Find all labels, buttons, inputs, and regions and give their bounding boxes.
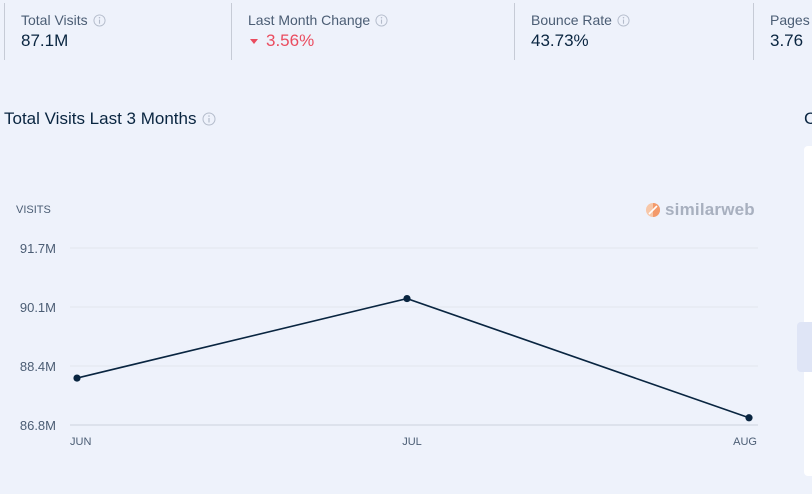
metric-value-row: 3.56% <box>248 31 515 51</box>
metric-value: 3.76 <box>770 31 804 50</box>
metric-value: 3.56% <box>266 31 315 50</box>
series-line <box>76 297 750 419</box>
metric-label: Total Visits <box>21 12 88 28</box>
section-title-row: Total Visits Last 3 Months <box>4 109 216 129</box>
metric-value: 87.1M <box>21 31 69 50</box>
metric-value: 43.73% <box>531 31 589 50</box>
data-point[interactable] <box>403 294 411 303</box>
y-tick-label: 91.7M <box>20 241 56 256</box>
info-icon[interactable] <box>93 13 106 27</box>
y-tick-label: 90.1M <box>20 300 56 315</box>
right-panel-card <box>804 146 812 476</box>
y-tick-label: 88.4M <box>20 359 56 374</box>
caret-down-icon <box>250 39 258 44</box>
metric-last-month-change: Last Month Change 3.56% <box>231 3 515 60</box>
info-icon[interactable] <box>202 112 216 126</box>
brand-watermark: similarweb <box>645 200 755 220</box>
metric-label: Bounce Rate <box>531 12 612 28</box>
data-point[interactable] <box>73 374 81 382</box>
info-icon[interactable] <box>617 13 630 27</box>
metric-label: Last Month Change <box>248 12 371 28</box>
metric-pages: Pages 3.76 <box>753 3 812 60</box>
right-panel-title: C <box>804 109 812 128</box>
info-icon[interactable] <box>375 13 388 27</box>
metric-label: Pages <box>770 12 810 28</box>
x-tick-label: JUN <box>70 436 91 448</box>
x-tick-label: AUG <box>733 436 757 448</box>
y-tick-label: 86.8M <box>20 418 56 433</box>
right-panel-tab[interactable] <box>797 322 812 372</box>
visits-line-chart: VISITS 86.8M 88.4M 90.1M 91.7M JUN JUL AUG <box>16 204 758 448</box>
metric-bounce-rate: Bounce Rate 43.73% <box>514 3 754 60</box>
metric-total-visits: Total Visits 87.1M <box>4 3 232 60</box>
data-point[interactable] <box>745 414 753 422</box>
brand-name: similarweb <box>665 200 755 219</box>
x-tick-label: JUL <box>402 436 422 448</box>
similarweb-logo-icon <box>646 203 660 217</box>
y-axis-title: VISITS <box>16 204 51 216</box>
section-title: Total Visits Last 3 Months <box>4 109 197 128</box>
